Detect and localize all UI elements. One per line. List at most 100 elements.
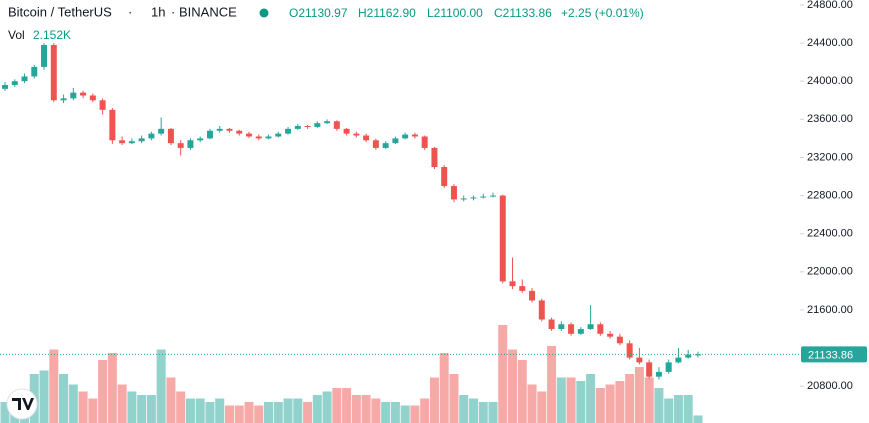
- candle-body: [119, 140, 126, 144]
- volume-bar: [693, 415, 703, 423]
- y-tick-label: 23600.00: [807, 113, 853, 125]
- candle-body: [89, 95, 96, 101]
- candle-body: [70, 92, 77, 99]
- candle-body: [41, 44, 48, 67]
- volume-bar: [664, 398, 674, 423]
- candle-body: [11, 81, 18, 86]
- candle-body: [372, 140, 379, 148]
- candle-body: [392, 138, 399, 144]
- volume-bar: [107, 353, 117, 423]
- volume-bar: [400, 405, 410, 423]
- volume-bar: [381, 402, 391, 423]
- volume-value: 2.152K: [33, 28, 71, 42]
- candle-body: [626, 343, 633, 358]
- volume-bar: [498, 325, 508, 423]
- candle-body: [577, 329, 584, 334]
- volume-bar: [644, 377, 654, 423]
- candle-body: [304, 126, 311, 128]
- y-tick-label: 24000.00: [807, 75, 853, 87]
- candle-body: [60, 98, 67, 101]
- volume-bar: [537, 391, 547, 423]
- candle-body: [80, 92, 87, 96]
- candle-body: [382, 143, 389, 148]
- volume-bar: [527, 384, 537, 423]
- volume-bar: [508, 349, 518, 423]
- candle-body: [665, 362, 672, 372]
- volume-layer: [0, 325, 703, 423]
- candle-body: [353, 133, 360, 136]
- candle-body: [226, 128, 233, 131]
- candle-body: [314, 123, 321, 127]
- candle-body: [450, 186, 457, 200]
- candle-body: [694, 354, 701, 356]
- candle-body: [206, 130, 213, 139]
- volume-bar: [312, 395, 322, 423]
- volume-bar: [595, 388, 605, 423]
- volume-bar: [88, 398, 98, 423]
- volume-bar: [332, 388, 342, 423]
- candle-body: [616, 336, 623, 344]
- candle-body: [216, 128, 223, 131]
- candle-body: [187, 140, 194, 148]
- candle-body: [324, 121, 331, 124]
- volume-bar: [146, 395, 156, 423]
- volume-bar: [234, 405, 244, 423]
- volume-bar: [273, 402, 283, 423]
- volume-bar: [615, 381, 625, 423]
- header-open: O21130.97: [289, 6, 348, 20]
- candle-body: [685, 354, 692, 358]
- candle-body: [285, 128, 292, 134]
- volume-bar: [303, 402, 313, 423]
- volume-bar: [39, 370, 49, 423]
- volume-bar: [556, 377, 566, 423]
- separator: ·: [128, 4, 132, 19]
- candle-body: [255, 136, 262, 139]
- volume-bar: [244, 402, 254, 423]
- volume-bar: [351, 395, 361, 423]
- candle-body: [597, 324, 604, 334]
- volume-bar: [224, 405, 234, 423]
- volume-bar: [634, 367, 644, 423]
- volume-bar: [215, 398, 225, 423]
- candle-body: [587, 324, 594, 330]
- candle-body: [490, 195, 496, 197]
- candle-body: [675, 357, 682, 363]
- candle-body: [470, 197, 477, 199]
- volume-bar: [205, 402, 215, 423]
- candle-body: [499, 195, 506, 282]
- volume-bar: [605, 384, 615, 423]
- volume-bar: [547, 346, 557, 423]
- y-tick-label: 24800.00: [807, 0, 853, 11]
- volume-bar: [195, 398, 205, 423]
- candle-body: [343, 128, 350, 134]
- volume-bar: [371, 398, 381, 423]
- candle-body: [538, 300, 545, 320]
- y-tick-label: 22400.00: [807, 228, 853, 240]
- volume-bar: [586, 374, 596, 423]
- y-tick-label: 22000.00: [807, 266, 853, 278]
- candle-body: [50, 44, 57, 101]
- tv-logo: [6, 388, 38, 420]
- candle-body: [460, 198, 467, 200]
- volume-bar: [566, 377, 576, 423]
- candle-body: [197, 138, 204, 141]
- candle-body: [138, 138, 145, 142]
- candle-body: [275, 133, 282, 137]
- candle-body: [294, 126, 301, 129]
- volume-bar: [683, 395, 693, 423]
- volume-bar: [59, 374, 69, 423]
- candle-body: [246, 133, 252, 137]
- candle-body: [411, 134, 418, 137]
- candle-body: [99, 100, 106, 110]
- last-price-box: [801, 346, 867, 363]
- volume-bar: [429, 377, 439, 423]
- volume-bar: [488, 402, 498, 423]
- volume-bar: [322, 391, 332, 423]
- volume-bar: [176, 391, 186, 423]
- candle-body: [167, 128, 174, 144]
- interval: 1h: [151, 4, 165, 19]
- candle-body: [109, 109, 116, 141]
- volume-bar: [127, 391, 137, 423]
- candle-body: [31, 66, 38, 77]
